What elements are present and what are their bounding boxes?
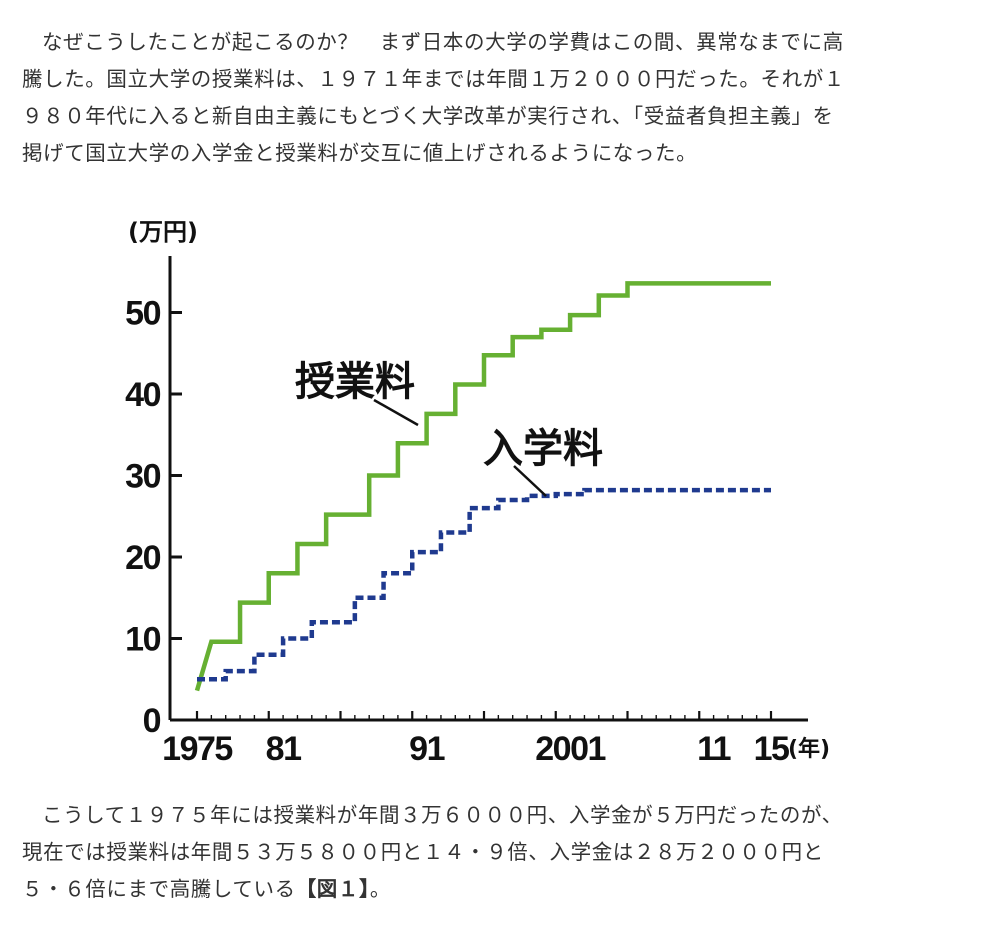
paragraph-end: 。 [369,877,391,901]
paragraph-line: ９８０年代に入ると新自由主義にもとづく大学改革が実行され、「受益者負担主義」を [22,104,834,128]
x-tick-label: 1975 [162,730,232,768]
intro-paragraph: なぜこうしたことが起こるのか？ まず日本の大学の学費はこの間、異常なまでに高 騰… [22,24,972,172]
enrollment-series-line [197,487,771,682]
tuition-chart: (万円) 0 10 20 30 40 50 1975 81 91 2001 11 15 (年) 授業料… [0,200,985,790]
paragraph-line: ５・６倍にまで高騰している [22,877,296,901]
paragraph-line: こうして１９７５年には授業料が年間３万６０００円、入学金が５万円だったのが、 [42,803,843,827]
x-tick-label: 2001 [535,730,605,768]
x-tick-label: 81 [266,730,301,768]
paragraph-line: 現在では授業料は年間５３万５８００円と１４・９倍、入学金は２８万２０００円と [22,840,824,864]
y-tick-label: 10 [125,621,160,659]
enrollment-leader-line [513,465,547,497]
chart-axes [168,256,808,722]
y-tick-label: 40 [125,376,160,414]
y-axis-ticks: 0 10 20 30 40 50 [125,295,182,740]
y-tick-label: 20 [125,539,160,577]
y-tick-label: 30 [125,458,160,496]
figure-reference: 【図１】 [295,877,370,901]
tuition-chart-svg: (万円) 0 10 20 30 40 50 1975 81 91 2001 11 15 (年) 授業料… [125,218,830,768]
x-tick-label: 15 [754,730,789,768]
paragraph-line: 掲げて国立大学の入学金と授業料が交互に値上げされるようになった。 [22,141,698,165]
enrollment-series-label: 入学料 [483,425,603,472]
tuition-series-line [194,281,771,692]
x-axis-ticks: 1975 81 91 2001 11 15 (年) [162,711,830,768]
tuition-series-label: 授業料 [295,358,415,405]
paragraph-line: 騰した。国立大学の授業料は、１９７１年までは年間１万２０００円だった。それが１ [22,67,845,91]
summary-paragraph: こうして１９７５年には授業料が年間３万６０００円、入学金が５万円だったのが、 現… [22,797,972,908]
y-axis-unit-label: (万円) [128,218,198,246]
x-tick-label: 91 [409,730,444,768]
series-layer [194,281,771,692]
paragraph-line: なぜこうしたことが起こるのか？ まず日本の大学の学費はこの間、異常なまでに高 [42,30,844,54]
x-tick-label: 11 [697,730,731,768]
x-axis-unit-label: (年) [788,736,830,762]
tuition-leader-line [373,398,419,427]
y-tick-label: 50 [125,295,160,333]
y-tick-label: 0 [143,702,161,740]
